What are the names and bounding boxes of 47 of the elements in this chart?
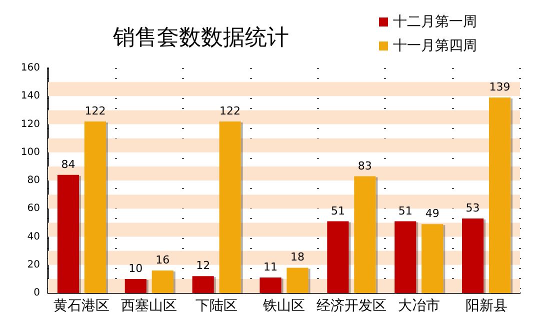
- y-tick-label: 160: [20, 62, 40, 74]
- bar: [462, 218, 484, 293]
- x-tick-label: 阳新县: [465, 298, 508, 314]
- data-label: 122: [220, 104, 241, 118]
- bar: [219, 121, 241, 293]
- x-tick-label: 西塞山区: [121, 298, 178, 314]
- data-label: 11: [264, 260, 278, 274]
- data-label: 53: [466, 201, 480, 214]
- data-label: 51: [330, 204, 345, 218]
- data-label: 122: [84, 104, 106, 118]
- bar: [57, 174, 80, 293]
- data-label: 18: [290, 250, 304, 264]
- legend-label: 十一月第四周: [393, 38, 477, 54]
- x-tick-label: 大冶市: [398, 298, 440, 314]
- bar: [354, 176, 376, 293]
- x-tick-label: 下陆区: [196, 298, 238, 314]
- y-tick-label: 140: [20, 90, 40, 102]
- data-label: 139: [489, 80, 510, 94]
- y-tick-label: 120: [20, 118, 40, 130]
- data-label: 83: [358, 159, 372, 172]
- y-tick-label: 0: [34, 288, 40, 298]
- x-tick-label: 黄石港区: [54, 298, 110, 314]
- y-tick-label: 60: [27, 203, 40, 214]
- x-tick-label: 铁山区: [262, 298, 305, 314]
- legend-label: 十二月第一周: [393, 14, 477, 30]
- bar: [84, 121, 106, 293]
- x-tick-label: 经济开发区: [316, 298, 386, 314]
- data-label: 84: [61, 158, 76, 171]
- chart-title: 销售套数数据统计: [112, 26, 289, 50]
- data-label: 10: [128, 262, 143, 275]
- bar: [488, 98, 511, 293]
- bar: [286, 268, 308, 293]
- data-label: 49: [425, 207, 440, 220]
- data-label: 51: [398, 204, 412, 218]
- bar: [192, 276, 214, 293]
- y-tick-label: 40: [27, 231, 40, 242]
- bar: [124, 278, 146, 293]
- bar: [260, 278, 282, 293]
- y-tick-label: 100: [20, 146, 40, 158]
- bar: [394, 221, 416, 293]
- data-label: 16: [156, 254, 170, 266]
- bar: [152, 270, 174, 293]
- bar: [422, 224, 444, 293]
- bar: [327, 221, 349, 293]
- data-label: 12: [196, 259, 210, 272]
- y-tick-label: 20: [27, 259, 40, 270]
- y-tick-label: 80: [27, 175, 40, 186]
